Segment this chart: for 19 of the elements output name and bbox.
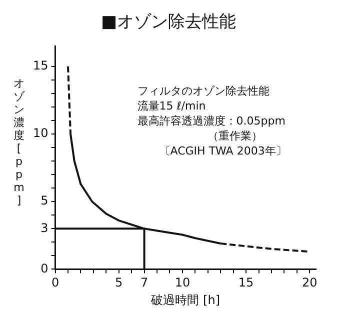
text: オゾン濃度[ppm] xyxy=(14,77,24,207)
annotation: 最高許容透過濃度：0.05ppm xyxy=(137,114,286,128)
y-tick-label: 5 xyxy=(40,194,48,208)
y-tick-label: 15 xyxy=(32,58,48,73)
chart-title: ■オゾン除去性能 xyxy=(100,11,238,34)
x-tick-label: 10 xyxy=(174,276,190,290)
y-tick-label: 10 xyxy=(32,126,48,140)
y-tick-label: 3 xyxy=(40,220,48,235)
y-tick-label: 0 xyxy=(40,261,48,276)
x-tick-label: 0 xyxy=(51,276,60,290)
x-tick-label: 20 xyxy=(302,276,318,290)
annotation: 流量15 ℓ/min xyxy=(137,100,206,113)
annotation: （重作業） xyxy=(207,130,262,143)
annotation: フィルタのオゾン除去性能 xyxy=(137,84,270,98)
x-tick-label: 5 xyxy=(115,276,123,290)
x-axis-title: 破過時間 [h] xyxy=(150,292,220,307)
annotation: 〔ACGIH TWA 2003年〕 xyxy=(159,144,287,158)
x-tick-label: 15 xyxy=(238,276,254,290)
x-tick-label: 7 xyxy=(140,276,148,290)
